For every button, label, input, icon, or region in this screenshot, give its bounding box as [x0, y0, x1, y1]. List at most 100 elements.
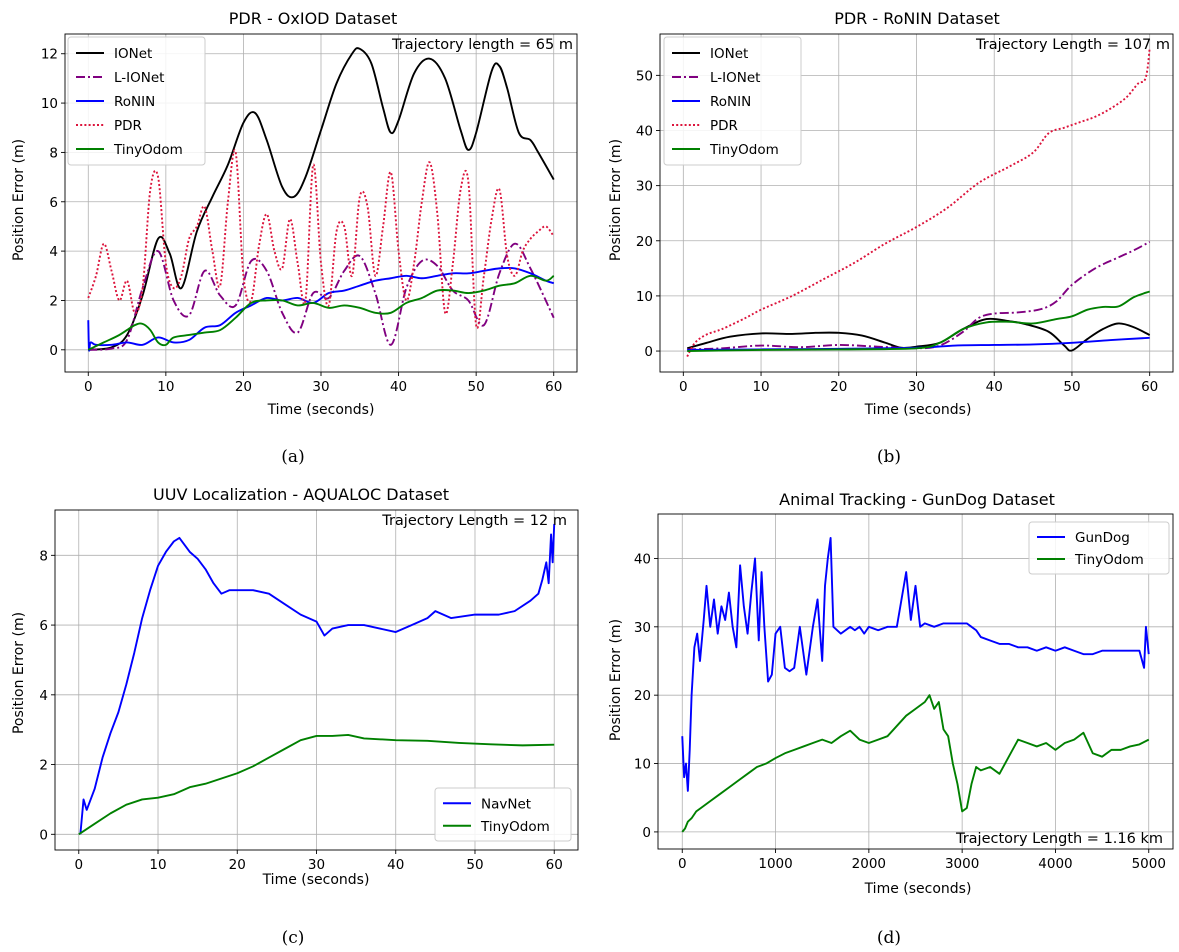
y-tick-label: 40	[636, 123, 653, 139]
x-tick-label: 40	[986, 379, 1003, 395]
trajectory-annotation: Trajectory Length = 107 m	[975, 37, 1170, 53]
x-axis-label: Time (seconds)	[267, 402, 375, 418]
legend-label: NavNet	[481, 796, 531, 812]
x-tick-label: 50	[468, 379, 485, 395]
x-tick-label: 5000	[1132, 856, 1166, 872]
x-tick-label: 60	[545, 379, 562, 395]
legend-label: IONet	[114, 46, 152, 62]
legend-label: PDR	[114, 118, 142, 134]
x-tick-label: 2000	[852, 856, 886, 872]
chart-title: PDR - OxIOD Dataset	[229, 9, 397, 28]
x-tick-label: 10	[149, 857, 166, 873]
x-axis-label: Time (seconds)	[864, 402, 972, 418]
panel-caption: (c)	[282, 928, 305, 948]
y-tick-label: 10	[634, 757, 651, 773]
legend: NavNet TinyOdom	[434, 787, 572, 842]
trajectory-annotation: Trajectory length = 65 m	[391, 37, 573, 53]
legend-box	[67, 36, 206, 166]
x-tick-label: 50	[1063, 379, 1080, 395]
legend-label: IONet	[710, 46, 748, 62]
y-tick-label: 30	[636, 179, 653, 195]
x-tick-label: 0	[84, 379, 93, 395]
series-line-tinyodom	[687, 290, 1150, 352]
series-line-gundog	[681, 536, 1150, 792]
y-tick-label: 10	[636, 289, 653, 305]
x-tick-label: 0	[679, 379, 688, 395]
x-tick-label: 30	[908, 379, 925, 395]
legend-label: TinyOdom	[113, 142, 183, 158]
chart-ronin: PDR - RoNIN Dataset 0 10 20 30 40 50 60 0 10 20 30…	[608, 9, 1174, 467]
series-line-ionet	[88, 47, 555, 351]
x-tick-label: 0	[678, 856, 687, 872]
x-tick-label: 20	[229, 857, 246, 873]
legend-box	[1028, 521, 1170, 575]
x-tick-label: 30	[312, 379, 329, 395]
chart-gundog: Animal Tracking - GunDog Dataset 0 1000 20…	[608, 490, 1174, 948]
x-tick-label: 60	[546, 857, 563, 873]
x-axis-label: Time (seconds)	[864, 881, 972, 897]
x-tick-label: 10	[157, 379, 174, 395]
chart-title: UUV Localization - AQUALOC Dataset	[153, 485, 449, 504]
axes-frame	[54, 509, 579, 851]
y-tick-label: 30	[634, 620, 651, 636]
chart-title: Animal Tracking - GunDog Dataset	[779, 490, 1055, 509]
trajectory-annotation: Trajectory Length = 12 m	[381, 513, 567, 529]
y-tick-label: 6	[39, 618, 48, 634]
y-tick-label: 6	[49, 195, 58, 211]
y-tick-label: 50	[636, 68, 653, 84]
x-tick-label: 1000	[758, 856, 792, 872]
series-group	[681, 536, 1150, 833]
series-line-tinyodom	[78, 733, 555, 836]
chart-oxiod: PDR - OxIOD Dataset 0 10 20 30 40 50 60 0 2 4 6 8 10…	[11, 9, 578, 467]
axes-frame	[659, 33, 1174, 373]
legend-label: TinyOdom	[1074, 552, 1144, 568]
plot-area: 0 1000 2000 3000 4000 5000 0 10 20 30 40 GunDog Tiny…	[634, 513, 1174, 872]
y-tick-label: 2	[39, 758, 48, 774]
x-tick-label: 20	[235, 379, 252, 395]
legend-label: RoNIN	[710, 94, 751, 110]
legend-label: TinyOdom	[480, 819, 550, 835]
legend-label: L-IONet	[710, 70, 760, 86]
x-tick-label: 40	[387, 857, 404, 873]
x-tick-label: 30	[308, 857, 325, 873]
series-line-tinyodom	[681, 694, 1150, 833]
plot-area: 0 10 20 30 40 50 60 0 10 20 30 40 50 IONet L-IONet RoNI…	[636, 33, 1174, 395]
y-tick-label: 2	[49, 293, 58, 309]
plot-area: 0 10 20 30 40 50 60 0 2 4 6 8 10 12 IONet L-IONet RoNIN P…	[41, 33, 578, 395]
axes-frame	[64, 33, 578, 373]
legend-label: GunDog	[1075, 530, 1130, 546]
legend: IONet L-IONet RoNIN PDR TinyOdom	[663, 36, 802, 166]
y-tick-label: 0	[644, 344, 653, 360]
y-tick-label: 10	[41, 96, 58, 112]
axes-frame	[657, 513, 1174, 850]
x-tick-label: 40	[390, 379, 407, 395]
y-axis-label: Position Error (m)	[608, 619, 624, 741]
y-tick-label: 12	[41, 47, 58, 63]
y-tick-label: 0	[49, 343, 58, 359]
panel-caption: (a)	[281, 447, 304, 467]
y-axis-label: Position Error (m)	[11, 139, 27, 261]
y-tick-label: 4	[39, 688, 48, 704]
plot-area: 0 10 20 30 40 50 60 0 2 4 6 8 NavNet TinyOdom	[39, 509, 579, 873]
chart-title: PDR - RoNIN Dataset	[834, 9, 1000, 28]
series-line-tinyodom	[87, 274, 555, 351]
series-group	[686, 47, 1151, 358]
x-tick-label: 0	[74, 857, 83, 873]
y-axis-label: Position Error (m)	[11, 612, 27, 734]
y-tick-label: 8	[39, 548, 48, 564]
series-line-l-ionet	[88, 242, 555, 351]
y-tick-label: 20	[636, 234, 653, 250]
x-tick-label: 20	[830, 379, 847, 395]
legend-label: L-IONet	[114, 70, 164, 86]
x-axis-label: Time (seconds)	[262, 872, 370, 888]
series-group	[78, 523, 556, 836]
y-tick-label: 40	[634, 551, 651, 567]
y-tick-label: 8	[49, 145, 58, 161]
legend-box	[434, 787, 572, 842]
legend-box	[663, 36, 802, 166]
y-tick-label: 4	[49, 244, 58, 260]
y-tick-label: 0	[642, 825, 651, 841]
y-axis-label: Position Error (m)	[608, 139, 624, 261]
series-line-pdr	[686, 47, 1151, 358]
x-tick-label: 4000	[1038, 856, 1072, 872]
